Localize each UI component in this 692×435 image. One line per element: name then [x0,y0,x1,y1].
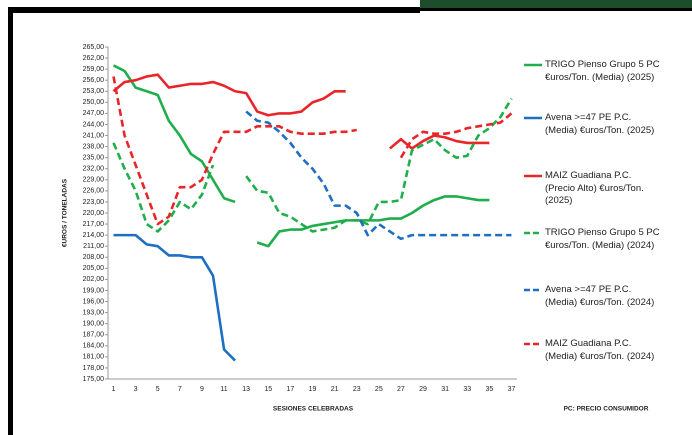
y-tick-label: 211,00 [83,243,104,250]
x-tick-label: 13 [242,386,250,393]
x-tick-label: 11 [220,386,227,393]
y-tick-label: 244,00 [83,121,105,128]
x-tick-label: 3 [134,386,138,393]
x-tick-label: 5 [156,386,160,393]
x-axis-title: SESIONES CELEBRADAS [273,406,354,413]
legend-label: Avena >=47 PE P.C. (Media) €uros/Ton. (2… [545,284,655,308]
y-tick-label: 220,00 [83,210,105,217]
y-tick-label: 250,00 [83,99,105,106]
series-line [113,233,237,362]
x-tick-label: 37 [508,386,516,393]
series-line [112,76,513,226]
y-tick-label: 223,00 [83,199,105,206]
legend-label: TRIGO Pienso Grupo 5 PC €uros/Ton. (Medi… [545,227,660,251]
x-tick-label: 31 [441,386,449,393]
x-tick-label: 17 [286,386,294,393]
series-line [112,97,513,233]
x-tick-label: 25 [375,386,383,393]
legend-label: Avena >=47 PE P.C. (Media) €uros/Ton. (2… [545,112,655,136]
y-tick-label: 193,00 [83,309,105,316]
y-tick-label: 175,00 [83,376,105,383]
y-tick-label: 265,00 [83,44,105,51]
y-tick-label: 238,00 [83,143,105,150]
x-tick-label: 35 [485,386,493,393]
x-tick-label: 33 [463,386,471,393]
x-tick-label: 1 [112,386,116,393]
frame-corner [420,0,692,8]
y-tick-label: 256,00 [83,77,105,84]
frame-left [8,7,13,435]
frame-top-right [420,8,692,11]
y-tick-label: 202,00 [83,276,105,283]
y-axis-title: €UROS / TONELADAS [62,178,69,247]
y-tick-label: 253,00 [83,88,105,95]
series-line [112,64,490,248]
x-tick-label: 19 [309,386,317,393]
series-line [112,73,490,150]
legend-label: MAIZ Guadiana P.C. (Precio Alto) €uros/T… [545,170,644,206]
series-line [245,110,512,241]
legend-label: MAIZ Guadiana P.C.(Media) €uros/Ton. (20… [545,338,655,362]
y-tick-label: 229,00 [83,177,105,184]
y-tick-label: 226,00 [83,188,105,195]
y-tick-label: 214,00 [83,232,105,239]
x-tick-label: 29 [419,386,427,393]
y-tick-label: 262,00 [83,55,105,62]
y-tick-label: 196,00 [83,298,105,305]
x-tick-label: 27 [397,386,405,393]
y-tick-label: 205,00 [83,265,105,272]
y-tick-label: 259,00 [83,66,105,73]
y-tick-label: 178,00 [83,365,105,372]
x-tick-label: 23 [353,386,361,393]
x-tick-label: 21 [331,386,339,393]
y-tick-label: 184,00 [83,343,105,350]
y-tick-label: 217,00 [83,221,105,228]
x-tick-label: 7 [178,386,182,393]
x-tick-label: 9 [200,386,204,393]
frame-top [8,7,420,13]
y-tick-label: 247,00 [83,110,105,117]
annotation: PC: PRECIO CONSUMIDOR [564,406,649,413]
x-tick-label: 15 [264,386,272,393]
y-tick-label: 208,00 [83,254,105,261]
y-tick-label: 232,00 [83,166,105,173]
y-tick-label: 187,00 [83,332,105,339]
y-tick-label: 235,00 [83,155,105,162]
y-tick-label: 190,00 [83,321,105,328]
y-tick-label: 241,00 [83,132,105,139]
y-tick-label: 181,00 [83,354,105,361]
y-tick-label: 199,00 [83,287,105,294]
legend-label: TRIGO Pienso Grupo 5 PC €uros/Ton. (Medi… [545,59,660,83]
